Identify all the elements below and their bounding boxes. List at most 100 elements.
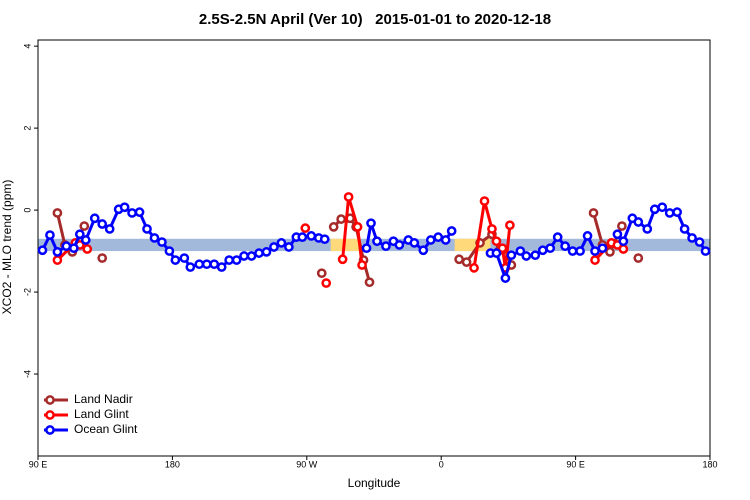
legend-label: Land Nadir bbox=[74, 392, 133, 406]
data-point bbox=[316, 268, 327, 279]
data-point bbox=[560, 241, 570, 252]
highlight-range bbox=[330, 238, 361, 252]
data-point bbox=[134, 207, 145, 217]
data-point bbox=[37, 245, 48, 256]
data-point bbox=[319, 234, 330, 245]
data-point bbox=[469, 263, 479, 273]
data-point bbox=[246, 251, 257, 261]
data-point bbox=[521, 251, 532, 261]
data-point bbox=[491, 248, 502, 258]
data-point bbox=[552, 232, 563, 242]
data-point bbox=[530, 250, 541, 261]
data-point bbox=[239, 251, 249, 261]
data-point bbox=[231, 255, 242, 265]
y-tick-label: 0 bbox=[22, 208, 32, 213]
data-point bbox=[657, 202, 668, 213]
data-point bbox=[216, 262, 227, 272]
series-line bbox=[341, 196, 364, 266]
y-axis-title: XCO2 - MLO trend (ppm) bbox=[0, 180, 14, 315]
data-point bbox=[364, 277, 375, 288]
data-point bbox=[269, 242, 279, 252]
data-point bbox=[149, 233, 160, 243]
data-point bbox=[337, 254, 348, 265]
data-point bbox=[164, 246, 175, 256]
data-point bbox=[617, 221, 627, 231]
data-point bbox=[170, 255, 181, 265]
data-point bbox=[68, 243, 79, 254]
data-point bbox=[679, 224, 690, 234]
series bbox=[37, 202, 711, 284]
y-tick-label: -4 bbox=[22, 370, 32, 378]
data-point bbox=[328, 222, 339, 232]
data-point bbox=[381, 241, 391, 252]
data-point bbox=[545, 243, 556, 254]
data-point bbox=[179, 253, 190, 263]
data-point bbox=[61, 241, 72, 252]
data-point bbox=[664, 208, 675, 218]
x-tick-label: 180 bbox=[165, 459, 180, 469]
data-point bbox=[612, 229, 623, 240]
data-point bbox=[97, 219, 108, 229]
data-point bbox=[590, 246, 600, 256]
data-point bbox=[224, 255, 234, 265]
data-point bbox=[588, 208, 599, 218]
data-point bbox=[209, 259, 220, 270]
data-point bbox=[194, 259, 205, 270]
data-point bbox=[306, 231, 317, 241]
legend-label: Land Glint bbox=[74, 407, 129, 421]
data-point bbox=[52, 255, 63, 265]
data-point bbox=[52, 208, 63, 218]
data-point bbox=[157, 237, 167, 247]
x-tick-label: 180 bbox=[702, 459, 717, 469]
data-point bbox=[276, 238, 287, 248]
data-point bbox=[79, 221, 90, 231]
data-point bbox=[479, 196, 490, 206]
data-point bbox=[590, 255, 600, 265]
data-point bbox=[433, 232, 444, 242]
y-tick-label: 4 bbox=[22, 44, 32, 49]
data-point bbox=[446, 226, 457, 236]
data-point bbox=[261, 247, 272, 257]
x-tick-label: 0 bbox=[439, 459, 444, 469]
data-point bbox=[694, 237, 705, 247]
data-point bbox=[515, 246, 526, 256]
data-point bbox=[357, 260, 367, 270]
data-point bbox=[505, 220, 515, 231]
x-tick-label: 90 W bbox=[296, 459, 318, 469]
data-point bbox=[487, 224, 497, 234]
data-point bbox=[700, 246, 711, 256]
data-point bbox=[284, 242, 294, 252]
legend-marker bbox=[45, 395, 55, 405]
x-tick-label: 90 E bbox=[29, 459, 48, 469]
data-point bbox=[343, 192, 354, 202]
data-point bbox=[506, 250, 517, 261]
data-point bbox=[497, 243, 508, 254]
plot-frame bbox=[37, 39, 711, 457]
data-point bbox=[201, 259, 212, 270]
data-point bbox=[409, 238, 420, 248]
data-point bbox=[500, 273, 511, 283]
data-point bbox=[633, 253, 644, 263]
data-point bbox=[537, 245, 548, 256]
data-point bbox=[605, 247, 615, 257]
legend-marker bbox=[45, 410, 55, 420]
data-point bbox=[104, 224, 115, 234]
data-point bbox=[336, 214, 346, 224]
data-point bbox=[142, 224, 152, 234]
legend-marker bbox=[45, 425, 55, 435]
data-point bbox=[52, 247, 63, 257]
data-point bbox=[321, 278, 332, 288]
data-point bbox=[89, 213, 100, 224]
data-point bbox=[618, 236, 629, 247]
data-point bbox=[440, 235, 451, 245]
x-axis-title: Longitude bbox=[348, 476, 401, 490]
data-point bbox=[366, 218, 376, 229]
data-point bbox=[394, 240, 405, 250]
data-point bbox=[300, 223, 311, 233]
data-point bbox=[633, 217, 644, 227]
data-point bbox=[461, 257, 472, 267]
data-point bbox=[361, 243, 372, 254]
data-point bbox=[582, 231, 593, 241]
data-point bbox=[185, 262, 196, 272]
data-point bbox=[297, 232, 308, 242]
